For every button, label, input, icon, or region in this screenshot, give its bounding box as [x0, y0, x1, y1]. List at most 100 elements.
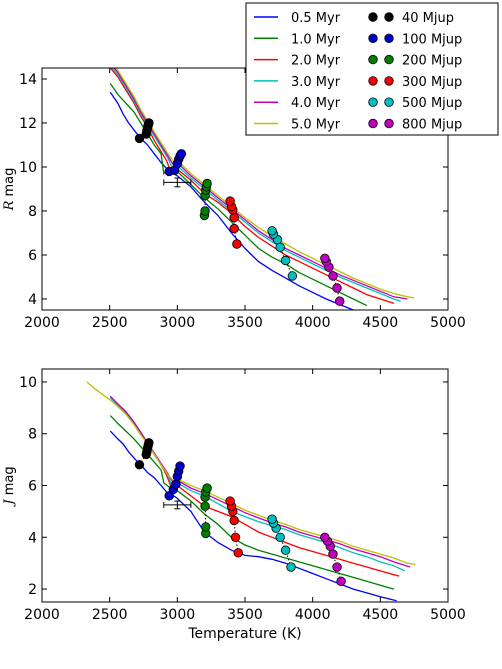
legend-label: 5.0 Myr [291, 118, 341, 133]
series-line-0-5-myr [109, 91, 354, 310]
y-tick-label: 12 [19, 116, 37, 132]
y-tick-label: 6 [28, 248, 37, 264]
mass-point-200-mjup [202, 178, 212, 189]
x-tick-label: 5000 [430, 607, 466, 623]
legend-label: 100 Mjup [402, 32, 462, 47]
mass-point-300-mjup [225, 196, 235, 206]
mass-point-500-mjup [275, 532, 285, 542]
legend-label: 1.0 Myr [291, 32, 341, 47]
mass-point-300-mjup [229, 515, 239, 526]
mass-point-500-mjup [287, 271, 298, 281]
mass-point-200-mjup [202, 483, 212, 493]
mass-point-200-mjup [201, 522, 211, 532]
legend-marker-swatch [384, 33, 394, 44]
series-line-3-0-myr [111, 68, 401, 302]
x-tick-label: 2500 [92, 315, 128, 331]
legend-label: 300 Mjup [402, 75, 462, 90]
y-tick-label: 10 [19, 160, 37, 176]
legend-marker-swatch [384, 118, 394, 129]
y-axis-label: R mag [2, 168, 17, 212]
y-axis-label-symbol: J [2, 499, 17, 508]
mass-point-500-mjup [267, 226, 277, 236]
mass-point-300-mjup [225, 496, 235, 506]
panel-0: 2000 2500 3000 3500 4000 4500 5000 4 6 8 10 12 14 R m… [2, 67, 466, 331]
legend-marker-swatch [384, 97, 394, 107]
axes-frame [41, 368, 449, 603]
legend-label: 200 Mjup [402, 54, 462, 69]
y-axis-label-symbol: R [2, 200, 17, 211]
x-tick-label: 2000 [24, 607, 60, 623]
x-tick-label: 3000 [160, 315, 196, 331]
x-tick-label: 4500 [363, 315, 399, 331]
mass-point-300-mjup [229, 223, 239, 234]
x-axis-label: Temperature (K) [187, 626, 301, 642]
legend-marker-swatch [368, 97, 378, 107]
y-tick-label: 14 [19, 72, 37, 88]
mass-point-200-mjup [200, 206, 210, 216]
x-tick-label: 2500 [92, 607, 128, 623]
mass-point-300-mjup [232, 239, 242, 249]
legend-box [245, 2, 499, 136]
series-line-3-0-myr [109, 397, 405, 572]
mass-point-800-mjup [332, 562, 342, 572]
mass-point-800-mjup [336, 576, 346, 586]
series-line-5-0-myr [86, 381, 416, 566]
legend-marker-swatch [384, 54, 394, 65]
legend-marker-swatch [368, 118, 378, 129]
y-tick-label: 8 [28, 427, 37, 443]
panel-1: 2000 2500 3000 3500 4000 4500 5000 2 4 6 8 10 J mag T… [2, 368, 466, 642]
legend-marker-swatch [368, 54, 378, 65]
mass-point-800-mjup [328, 549, 338, 559]
mass-point-300-mjup [230, 532, 241, 542]
y-tick-label: 4 [28, 292, 37, 308]
legend-marker-swatch [368, 76, 378, 86]
x-tick-label: 3000 [160, 607, 196, 623]
y-axis-label: J mag [2, 466, 17, 507]
mass-point-800-mjup [335, 296, 345, 306]
mass-point-500-mjup [280, 545, 291, 555]
x-tick-label: 3500 [227, 607, 263, 623]
plot-area [86, 381, 416, 602]
mass-point-40-mjup [144, 118, 154, 128]
series-line-4-0-myr [109, 395, 411, 568]
mass-point-800-mjup [320, 253, 330, 263]
plot-area [109, 68, 415, 310]
mass-point-800-mjup [320, 532, 330, 542]
legend-label: 40 Mjup [402, 11, 454, 26]
y-tick-label: 10 [19, 375, 37, 391]
x-tick-label: 5000 [430, 315, 466, 331]
legend-label: 800 Mjup [402, 118, 462, 133]
legend-label: 0.5 Myr [291, 11, 341, 26]
legend-label: 500 Mjup [402, 96, 462, 111]
y-tick-label: 2 [28, 582, 37, 598]
mass-point-40-mjup [144, 438, 154, 448]
x-tick-label: 4000 [295, 607, 331, 623]
y-tick-label: 8 [28, 204, 37, 220]
legend-marker-swatch [368, 12, 378, 22]
mass-point-200-mjup [200, 501, 210, 511]
legend-label: 4.0 Myr [291, 96, 341, 111]
mass-point-300-mjup [233, 548, 243, 558]
mass-point-500-mjup [280, 255, 291, 266]
legend-label: 2.0 Myr [291, 54, 341, 69]
y-axis-label-unit: mag [2, 466, 17, 499]
mass-point-800-mjup [328, 271, 338, 281]
x-tick-label: 4500 [363, 607, 399, 623]
mass-point-100-mjup [176, 149, 187, 159]
legend-marker-swatch [384, 76, 394, 86]
mass-point-40-mjup [134, 460, 145, 470]
legend-marker-swatch [384, 12, 394, 22]
x-tick-label: 2000 [24, 315, 60, 331]
y-axis-label-unit: mag [2, 168, 17, 201]
legend-label: 3.0 Myr [291, 75, 341, 90]
legend: 0.5 Myr 1.0 Myr 2.0 Myr 3.0 Myr 4.0 Myr 5.0 M… [245, 2, 499, 136]
mass-point-500-mjup [267, 514, 277, 524]
mass-point-40-mjup [134, 133, 145, 144]
x-tick-label: 4000 [295, 315, 331, 331]
mass-point-800-mjup [332, 283, 342, 293]
y-tick-label: 6 [28, 479, 37, 495]
y-tick-label: 4 [28, 530, 37, 546]
legend-marker-swatch [368, 33, 378, 44]
mass-point-500-mjup [286, 562, 296, 572]
